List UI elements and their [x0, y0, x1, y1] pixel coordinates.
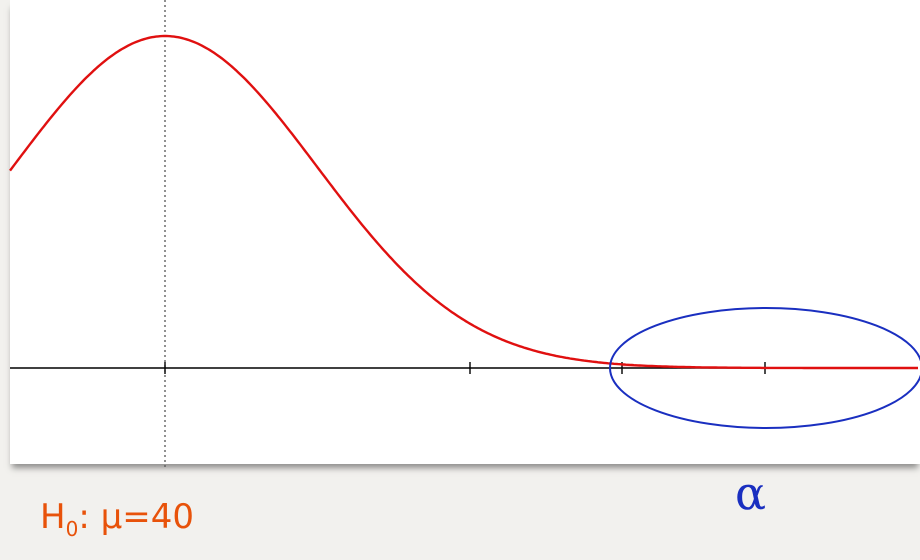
plot-panel	[10, 0, 920, 464]
density-curve	[9, 34, 918, 370]
alpha-label: α	[735, 466, 767, 520]
tail-highlight-ellipse	[609, 307, 920, 429]
null-hypothesis-label: H0: μ=40	[40, 497, 194, 541]
